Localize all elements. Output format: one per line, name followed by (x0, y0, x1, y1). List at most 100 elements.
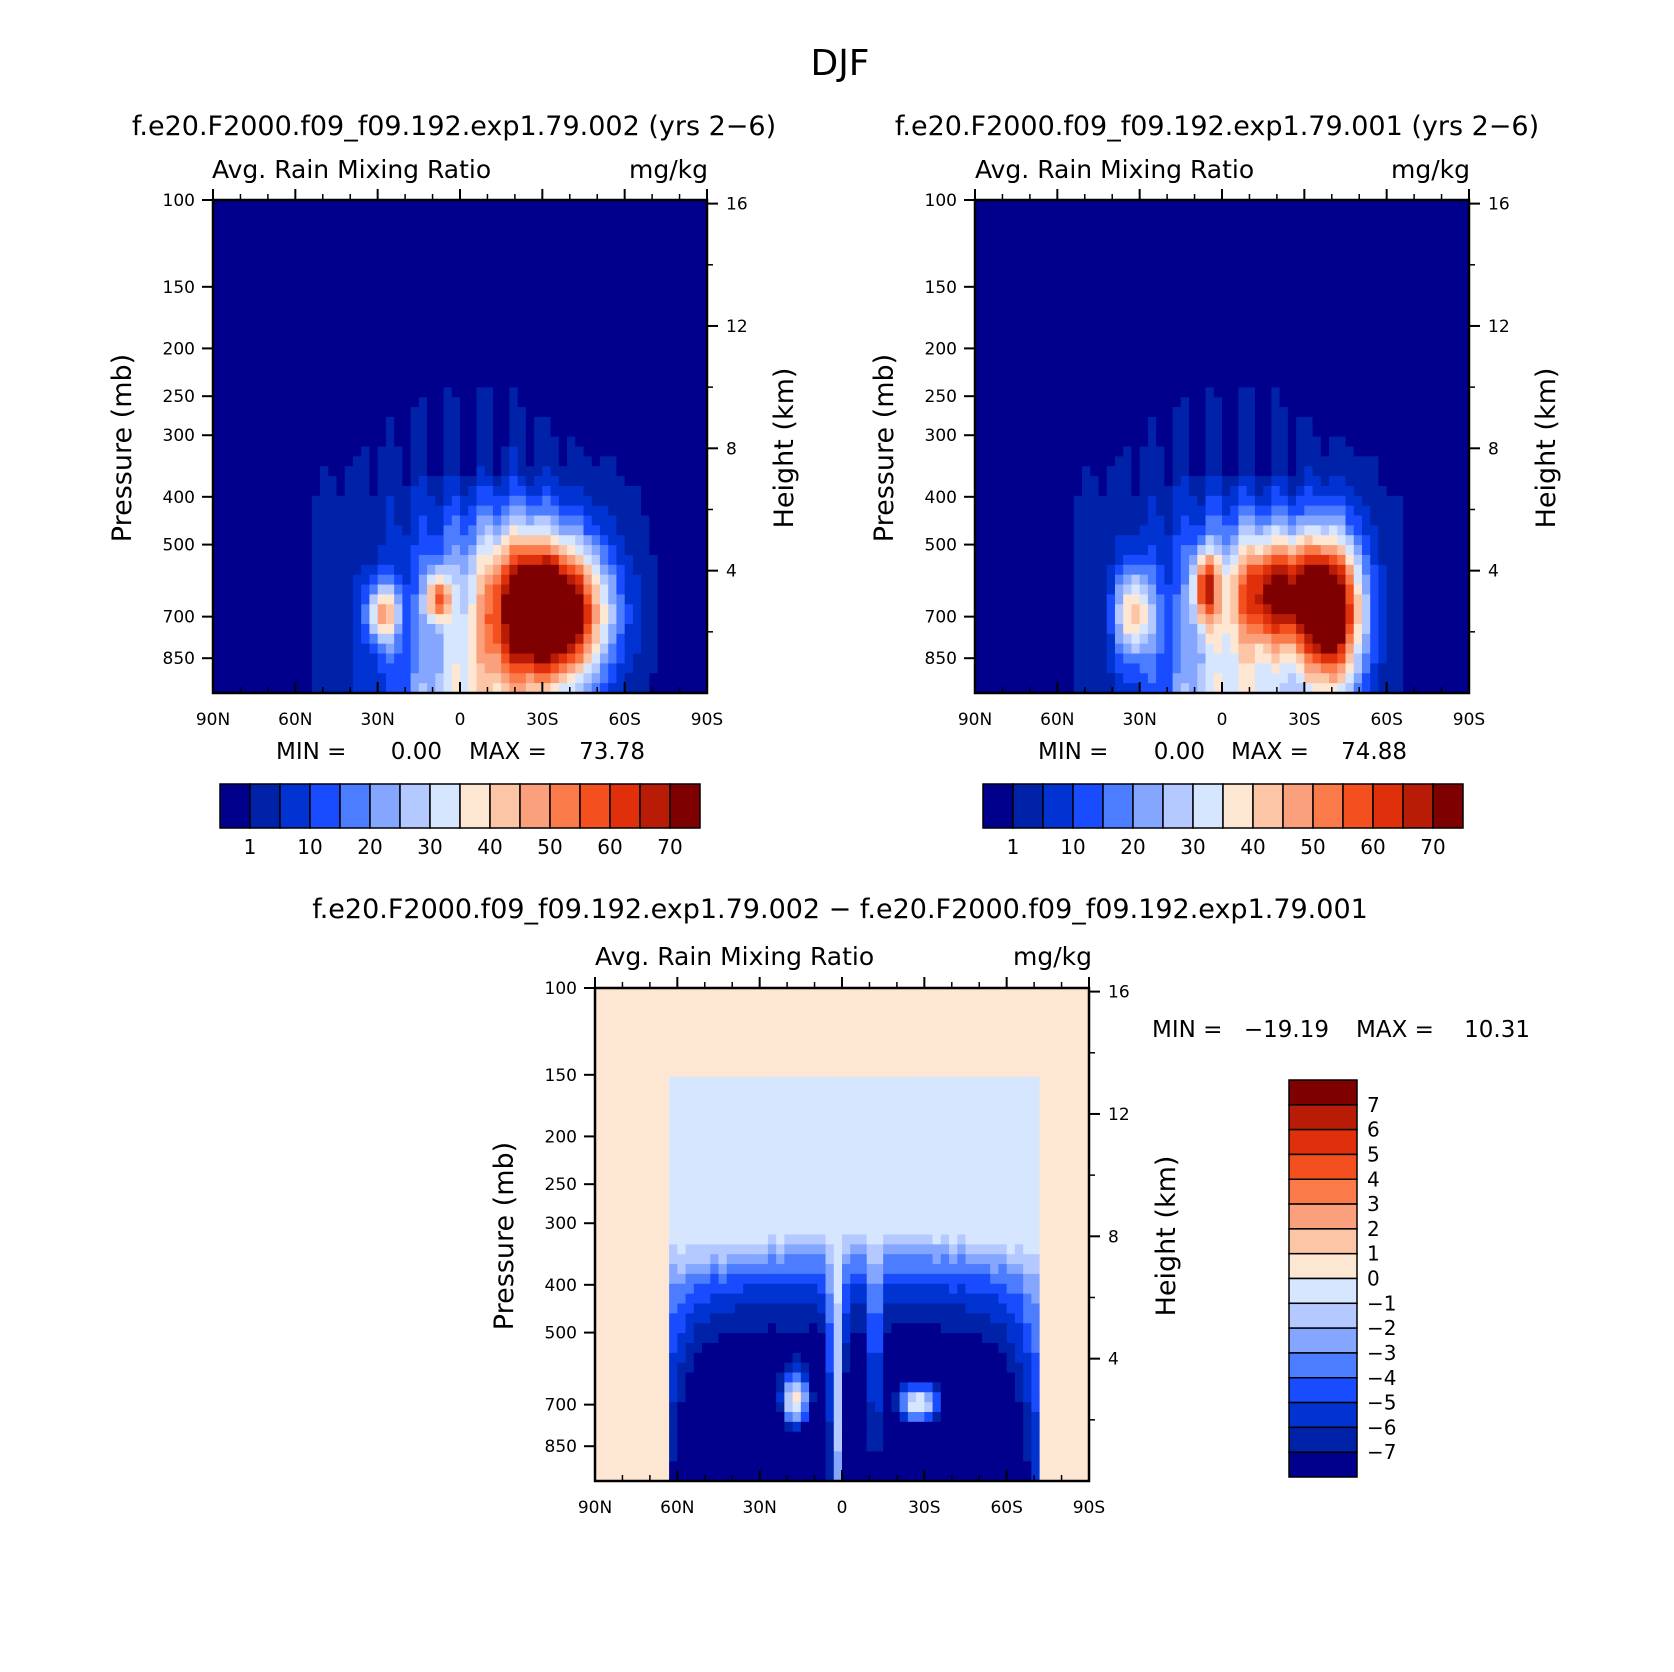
field-cell (402, 564, 412, 576)
field-cell (311, 318, 321, 329)
field-cell (328, 249, 338, 260)
field-cell (443, 633, 453, 645)
field-cell (567, 663, 576, 674)
field-cell (1131, 426, 1141, 438)
field-cell (1378, 357, 1388, 369)
field-cell (492, 397, 502, 408)
field-cell (328, 298, 338, 310)
field-cell (649, 357, 659, 369)
field-cell (1361, 278, 1371, 290)
field-cell (1394, 278, 1404, 290)
field-cell (303, 397, 313, 408)
field-cell (1403, 219, 1412, 231)
field-cell (1287, 200, 1297, 211)
field-cell (1098, 308, 1108, 319)
field-cell (1073, 436, 1083, 448)
field-cell (295, 545, 305, 556)
field-cell (262, 663, 272, 674)
field-cell (649, 318, 659, 329)
field-cell (1361, 308, 1371, 319)
field-cell (1353, 219, 1363, 231)
field-cell (616, 200, 626, 211)
field-cell (558, 397, 568, 408)
field-cell (1279, 239, 1289, 250)
field-cell (262, 377, 272, 388)
field-cell (278, 209, 288, 221)
field-cell (451, 377, 461, 388)
field-cell (1386, 278, 1396, 290)
field-cell (336, 387, 346, 398)
field-cell (567, 515, 576, 526)
field-cell (213, 209, 222, 221)
field-cell (1032, 288, 1042, 300)
field-cell (1057, 466, 1067, 477)
field-cell (517, 456, 527, 467)
field-cell (254, 416, 263, 428)
field-cell (682, 357, 692, 369)
y-tick-label: 150 (163, 278, 195, 298)
field-cell (608, 219, 618, 231)
field-cell (1049, 357, 1058, 369)
field-cell (641, 673, 650, 684)
field-cell (608, 259, 618, 270)
field-cell (534, 377, 543, 388)
field-cell (1049, 407, 1058, 418)
field-cell (245, 525, 255, 536)
field-cell (624, 318, 634, 329)
field-cell (698, 584, 708, 595)
field-cell (517, 239, 527, 250)
field-cell (624, 288, 634, 300)
field-cell (599, 584, 609, 595)
field-cell (1222, 249, 1231, 260)
field-cell (1254, 436, 1264, 448)
field-cell (583, 466, 593, 477)
field-cell (1222, 426, 1231, 438)
field-cell (1189, 446, 1198, 457)
field-cell (213, 663, 222, 674)
field-cell (344, 436, 354, 448)
field-cell (287, 525, 296, 536)
field-cell (501, 436, 510, 448)
field-cell (542, 318, 552, 329)
field-cell (674, 564, 683, 576)
field-cell (221, 387, 231, 398)
field-cell (221, 338, 231, 349)
field-cell (427, 623, 436, 635)
field-cell (221, 505, 231, 517)
field-cell (402, 623, 412, 635)
field-cell (352, 416, 362, 428)
field-cell (542, 584, 552, 595)
field-cell (1279, 456, 1289, 467)
field-cell (517, 298, 527, 310)
field-cell (1403, 229, 1412, 241)
field-cell (1254, 495, 1264, 507)
field-cell (1460, 476, 1470, 487)
field-cell (270, 525, 280, 536)
field-cell (336, 594, 346, 605)
field-cell (567, 269, 576, 280)
field-cell (583, 269, 593, 280)
field-cell (336, 643, 346, 655)
field-cell (599, 249, 609, 260)
field-cell (336, 200, 346, 211)
field-cell (1123, 338, 1133, 349)
field-cell (213, 446, 222, 457)
field-cell (303, 495, 313, 507)
field-cell (1098, 377, 1108, 388)
field-cell (1114, 485, 1124, 497)
field-cell (591, 594, 601, 605)
field-cell (1007, 328, 1017, 339)
field-cell (369, 653, 379, 665)
field-cell (1180, 328, 1190, 339)
field-cell (435, 347, 445, 359)
field-cell (501, 525, 510, 536)
field-cell (1197, 298, 1207, 310)
field-cell (1123, 397, 1133, 408)
field-cell (1411, 278, 1421, 290)
field-cell (344, 200, 354, 211)
field-cell (229, 269, 239, 280)
field-cell (1329, 259, 1338, 270)
field-cell (245, 328, 255, 339)
field-cell (698, 653, 708, 665)
field-cell (352, 209, 362, 221)
